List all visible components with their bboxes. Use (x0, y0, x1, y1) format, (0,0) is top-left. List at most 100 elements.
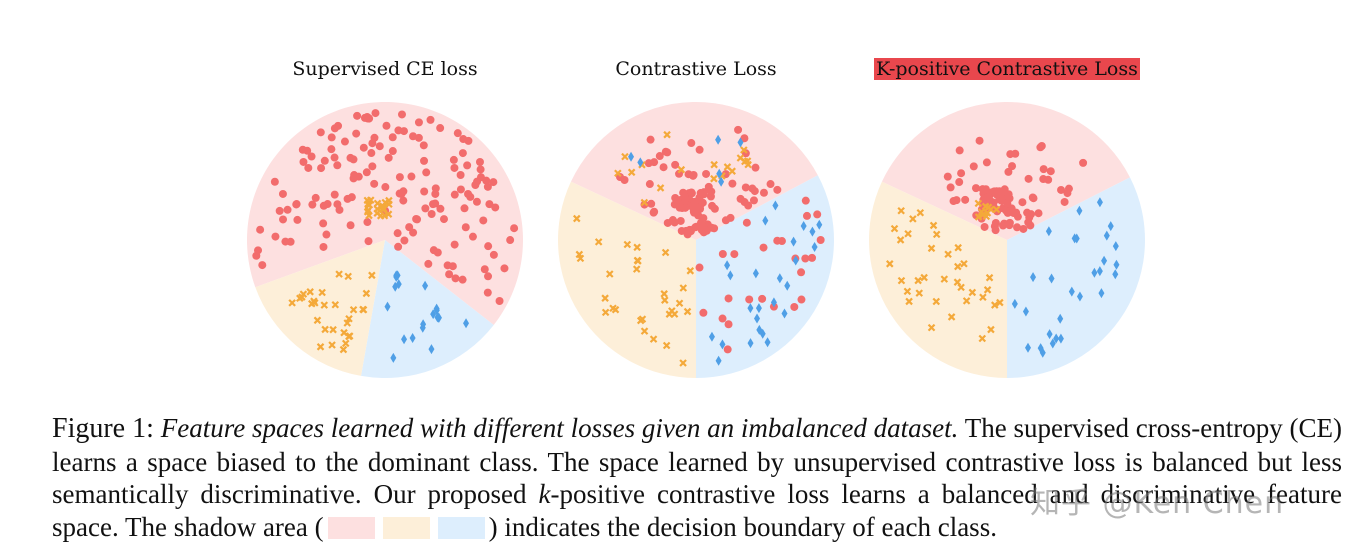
blue-class-point (430, 309, 437, 320)
blue-class-point (1024, 342, 1031, 353)
red-class-point (695, 263, 704, 272)
orange-class-point (954, 243, 962, 252)
blue-class-point (1073, 233, 1080, 244)
blue-class-point (781, 308, 788, 319)
red-class-point (286, 237, 295, 246)
red-class-point (464, 189, 473, 198)
red-class-point (689, 171, 698, 180)
red-class-point (675, 203, 684, 212)
blue-class-point (628, 151, 635, 162)
red-class-point (1018, 198, 1027, 207)
red-class-point (293, 215, 302, 224)
red-class-point (766, 180, 775, 189)
red-class-point (687, 189, 696, 198)
red-class-point (450, 190, 459, 199)
red-class-point (646, 135, 655, 144)
red-class-point (957, 169, 966, 178)
red-class-point (1064, 184, 1073, 193)
blue-class-point (422, 280, 429, 291)
red-class-point (773, 185, 782, 194)
red-class-point (801, 196, 810, 205)
orange-class-point (953, 278, 962, 286)
red-class-point (645, 180, 654, 189)
red-class-point (428, 200, 437, 209)
red-class-point (677, 226, 686, 235)
red-class-point (663, 218, 672, 227)
red-class-point (491, 203, 500, 212)
red-class-point (414, 118, 423, 127)
red-class-point (724, 320, 733, 329)
blue-class-point (770, 297, 777, 308)
red-class-point (1007, 206, 1016, 215)
red-class-point (750, 187, 759, 196)
blue-class-point (419, 322, 426, 333)
red-class-point (279, 215, 288, 224)
blue-class-point (716, 168, 723, 179)
orange-class-point (968, 288, 977, 297)
red-class-point (270, 177, 279, 186)
blue-class-point (1101, 255, 1108, 266)
red-class-point (480, 265, 489, 274)
red-class-point (399, 196, 408, 205)
orange-class-point (656, 184, 665, 192)
blue-class-point (719, 339, 726, 350)
red-class-point (421, 204, 430, 213)
red-class-point (359, 143, 368, 152)
caption-italic: Feature spaces learned with different lo… (160, 413, 959, 443)
red-class-point (744, 201, 753, 210)
red-class-point (1028, 193, 1037, 202)
red-class-point (450, 240, 459, 249)
red-class-point (808, 253, 817, 262)
red-class-point (675, 169, 684, 178)
red-class-point (506, 236, 515, 245)
red-class-point (650, 158, 659, 167)
blue-class-point (752, 268, 759, 279)
orange-class-point (905, 297, 913, 306)
blue-class-point (392, 281, 399, 292)
blue-class-point (1076, 291, 1083, 302)
orange-class-point (885, 260, 894, 268)
red-class-point (702, 169, 711, 178)
red-class-point (797, 268, 806, 277)
blue-class-point (727, 270, 734, 281)
red-class-point (456, 185, 465, 194)
orange-class-point (996, 298, 1004, 307)
red-class-point (655, 152, 664, 161)
red-class-point (616, 173, 625, 182)
red-class-point (696, 204, 705, 213)
red-class-point (982, 158, 991, 167)
red-class-point (1024, 174, 1033, 183)
red-class-point (1013, 223, 1022, 232)
orange-class-point (575, 250, 584, 259)
red-class-point (450, 163, 459, 172)
red-class-point (407, 172, 416, 181)
swatch-red (327, 516, 375, 539)
orange-class-point (897, 276, 906, 285)
red-class-point (813, 210, 822, 219)
red-class-point (456, 171, 465, 180)
red-class-region (570, 101, 818, 240)
orange-class-point (311, 299, 319, 307)
orange-class-point (611, 305, 620, 314)
blue-class-point (1107, 221, 1114, 232)
red-class-point (382, 121, 391, 130)
red-class-point (704, 182, 713, 191)
panel-title: Supervised CE loss (292, 58, 478, 80)
orange-class-point (679, 359, 687, 367)
orange-class-point (927, 244, 936, 253)
red-class-point (254, 246, 263, 255)
red-class-point (991, 226, 1000, 235)
red-class-point (723, 345, 732, 354)
orange-class-point (979, 293, 987, 301)
blue-class-point (762, 215, 769, 226)
red-class-point (1024, 218, 1033, 227)
red-class-point (459, 135, 468, 144)
red-class-point (275, 206, 284, 215)
red-class-point (759, 188, 768, 197)
red-class-point (718, 250, 727, 259)
blue-class-point (708, 331, 715, 342)
red-class-point (991, 218, 1000, 227)
red-class-point (647, 199, 656, 208)
red-class-point (661, 147, 670, 156)
blue-class-point (1096, 266, 1103, 277)
